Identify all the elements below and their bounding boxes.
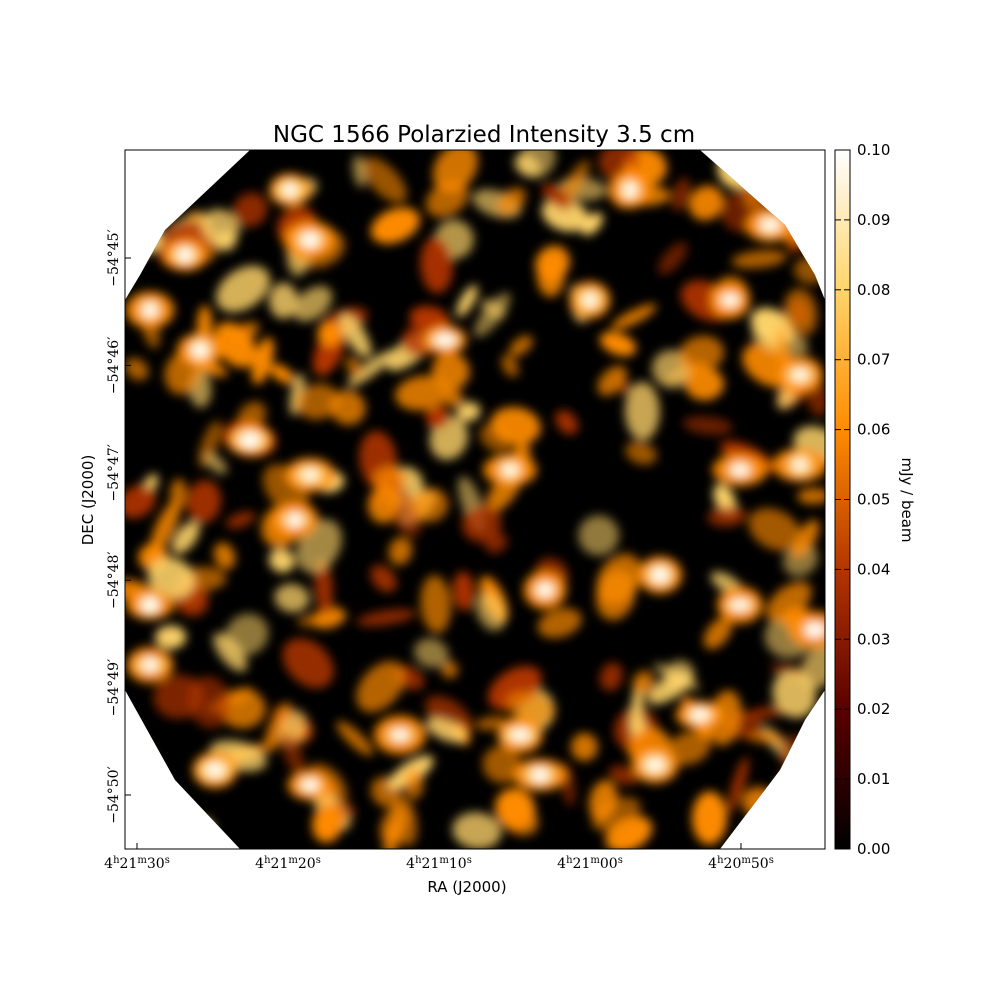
colorbar-tick-label: 0.00: [857, 840, 890, 858]
x-tick-label: 4h21m30s: [104, 855, 170, 872]
colorbar-tick-label: 0.09: [857, 211, 890, 229]
image-frame: [124, 149, 826, 850]
y-axis: −54°45′ −54°46′ −54°47′ −54°48′ −54°49′ −54°5…: [106, 229, 131, 824]
y-tick-label: −54°45′: [106, 229, 122, 287]
colorbar-tick-label: 0.06: [857, 421, 890, 439]
y-tick-label: −54°46′: [106, 337, 122, 395]
x-axis: 4h21m30s 4h21m20s 4h21m10s 4h21m00s 4h20m50s: [104, 843, 774, 872]
colorbar-label: mJy / beam: [898, 457, 916, 542]
colorbar-tick-label: 0.02: [857, 700, 890, 718]
x-tick-label: 4h21m20s: [255, 855, 321, 872]
y-tick-label: −54°48′: [106, 551, 122, 609]
colorbar-tick-label: 0.10: [857, 141, 890, 159]
colorbar-tick-label: 0.08: [857, 281, 890, 299]
x-tick-label: 4h21m10s: [406, 855, 472, 872]
x-axis-label: RA (J2000): [427, 878, 506, 896]
colorbar: 0.00 0.01 0.02 0.03 0.04 0.05 0.06 0.07 0.08 0.09…: [834, 141, 916, 858]
chart-title: NGC 1566 Polarzied Intensity 3.5 cm: [273, 122, 695, 148]
colorbar-tick-label: 0.04: [857, 560, 890, 578]
x-tick-label: 4h21m00s: [557, 855, 623, 872]
emission-layer: [125, 150, 825, 849]
colorbar-tick-label: 0.07: [857, 351, 890, 369]
x-tick-label: 4h20m50s: [708, 855, 774, 872]
colorbar-tick-label: 0.03: [857, 630, 890, 648]
y-tick-label: −54°50′: [106, 766, 122, 824]
y-tick-label: −54°49′: [106, 659, 122, 717]
colorbar-tick-label: 0.05: [857, 491, 890, 509]
colorbar-tick-label: 0.01: [857, 770, 890, 788]
y-axis-label: DEC (J2000): [79, 455, 97, 546]
y-tick-label: −54°47′: [106, 444, 122, 502]
image-area: [124, 149, 826, 850]
